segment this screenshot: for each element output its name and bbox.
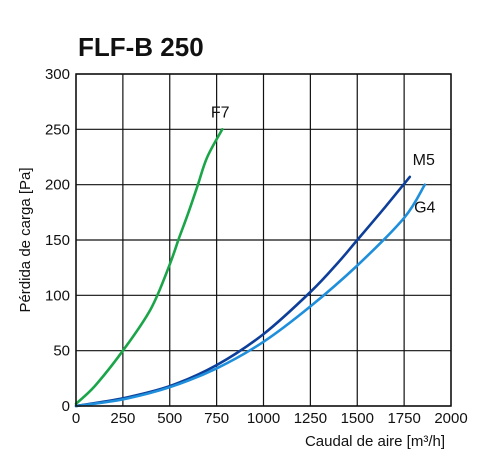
series-line-g4 bbox=[74, 183, 427, 408]
y-tick-label: 300 bbox=[45, 66, 70, 83]
series-label-g4: G4 bbox=[414, 200, 435, 217]
y-axis-title: Pérdida de carga [Pa] bbox=[17, 167, 34, 312]
x-tick-label: 1500 bbox=[341, 410, 374, 427]
y-tick-label: 0 bbox=[62, 398, 70, 415]
x-tick-label: 750 bbox=[204, 410, 229, 427]
x-tick-label: 500 bbox=[157, 410, 182, 427]
y-tick-label: 250 bbox=[45, 121, 70, 138]
y-tick-label: 100 bbox=[45, 287, 70, 304]
x-tick-label: 1000 bbox=[247, 410, 280, 427]
series-label-f7: F7 bbox=[211, 104, 230, 121]
x-tick-label: 250 bbox=[110, 410, 135, 427]
x-tick-label: 2000 bbox=[434, 410, 467, 427]
y-tick-label: 150 bbox=[45, 232, 70, 249]
series-line-f7 bbox=[74, 128, 224, 406]
x-tick-label: 1750 bbox=[387, 410, 420, 427]
series-label-m5: M5 bbox=[413, 152, 435, 169]
series-labels: F7 M5 G4 bbox=[211, 104, 436, 216]
y-tick-label: 50 bbox=[53, 343, 70, 360]
x-axis-title: Caudal de aire [m³/h] bbox=[305, 433, 445, 450]
series-lines bbox=[74, 128, 427, 408]
chart-title: FLF-B 250 bbox=[78, 32, 204, 62]
tick-labels: 0 250 500 750 1000 1250 1500 1750 2000 0 50 100 150 2… bbox=[45, 66, 468, 427]
plot-frame bbox=[75, 73, 452, 407]
grid bbox=[75, 73, 452, 407]
y-tick-label: 200 bbox=[45, 177, 70, 194]
x-tick-label: 0 bbox=[72, 410, 80, 427]
x-tick-label: 1250 bbox=[294, 410, 327, 427]
series-line-m5 bbox=[74, 175, 412, 408]
